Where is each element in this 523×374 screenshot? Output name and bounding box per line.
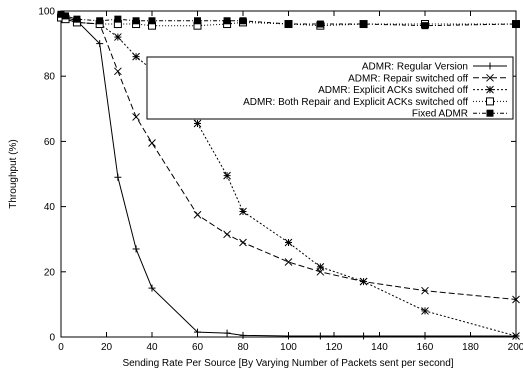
data-point (132, 245, 140, 253)
x-tick-label: 0 (58, 342, 64, 353)
data-point (316, 20, 324, 28)
data-point (360, 332, 368, 340)
data-point (239, 207, 247, 216)
data-point (284, 258, 293, 266)
x-tick-label: 100 (280, 342, 297, 353)
data-point (512, 20, 520, 28)
x-tick-label: 160 (417, 342, 434, 353)
legend-label: ADMR: Both Repair and Explicit ACKs swit… (243, 97, 468, 108)
data-point (114, 15, 122, 23)
x-tick-label: 140 (371, 342, 388, 353)
legend-label: Fixed ADMR (412, 109, 468, 120)
data-point (96, 17, 104, 25)
legend-marker (486, 97, 494, 106)
data-point (316, 332, 324, 340)
x-tick-label: 180 (462, 342, 479, 353)
data-point (421, 22, 429, 30)
data-point (421, 286, 429, 295)
legend-label: ADMR: Explicit ACKs switched off (318, 85, 468, 96)
x-tick-label: 20 (101, 342, 113, 353)
x-tick-label: 200 (508, 342, 523, 353)
y-tick-label: 20 (44, 267, 56, 278)
data-point (194, 17, 201, 25)
data-point (96, 40, 104, 48)
data-point (114, 33, 122, 41)
legend-box (146, 56, 514, 120)
data-point (512, 332, 520, 340)
data-point (421, 307, 429, 315)
data-point (62, 12, 70, 20)
data-point (239, 238, 247, 247)
legend-marker (486, 85, 494, 94)
data-point (132, 113, 140, 121)
data-point (360, 20, 368, 28)
data-point (148, 284, 156, 292)
data-point (193, 210, 202, 219)
data-point (193, 119, 202, 128)
series-line (60, 17, 516, 27)
data-point (512, 295, 520, 304)
data-point (285, 20, 292, 28)
data-point (148, 139, 156, 147)
data-point (223, 171, 231, 180)
data-point (421, 332, 429, 340)
data-point (57, 10, 65, 18)
series-markers (57, 10, 520, 340)
legend-marker (486, 73, 494, 82)
data-point (223, 329, 231, 337)
y-tick-label: 0 (49, 333, 55, 344)
x-tick-label: 120 (326, 342, 343, 353)
data-point (223, 230, 231, 239)
data-point (285, 332, 292, 340)
x-tick-label: 80 (237, 342, 249, 353)
legend-label: ADMR: Repair switched off (348, 73, 468, 84)
data-point (359, 277, 368, 286)
data-point (114, 67, 122, 76)
data-point (316, 263, 325, 271)
data-point (239, 331, 247, 339)
legend-label: ADMR: Regular Version (362, 62, 468, 73)
data-point (148, 17, 156, 25)
legend-marker (486, 109, 494, 117)
y-tick-label: 40 (44, 202, 56, 213)
legend-marker (486, 62, 494, 70)
y-tick-label: 80 (44, 72, 56, 83)
x-tick-label: 60 (192, 342, 204, 353)
data-point (73, 15, 81, 23)
x-tick-label: 40 (146, 342, 158, 353)
data-point (194, 328, 201, 336)
data-point (132, 52, 140, 61)
y-axis-label: Throughput (%) (8, 139, 19, 208)
data-point (223, 17, 231, 25)
data-point (239, 17, 247, 25)
data-point (114, 173, 122, 181)
y-tick-label: 60 (44, 137, 56, 148)
data-point (284, 238, 293, 247)
data-point (132, 17, 140, 25)
y-tick-label: 100 (38, 7, 55, 18)
x-axis-label: Sending Rate Per Source [By Varying Numb… (122, 358, 453, 369)
